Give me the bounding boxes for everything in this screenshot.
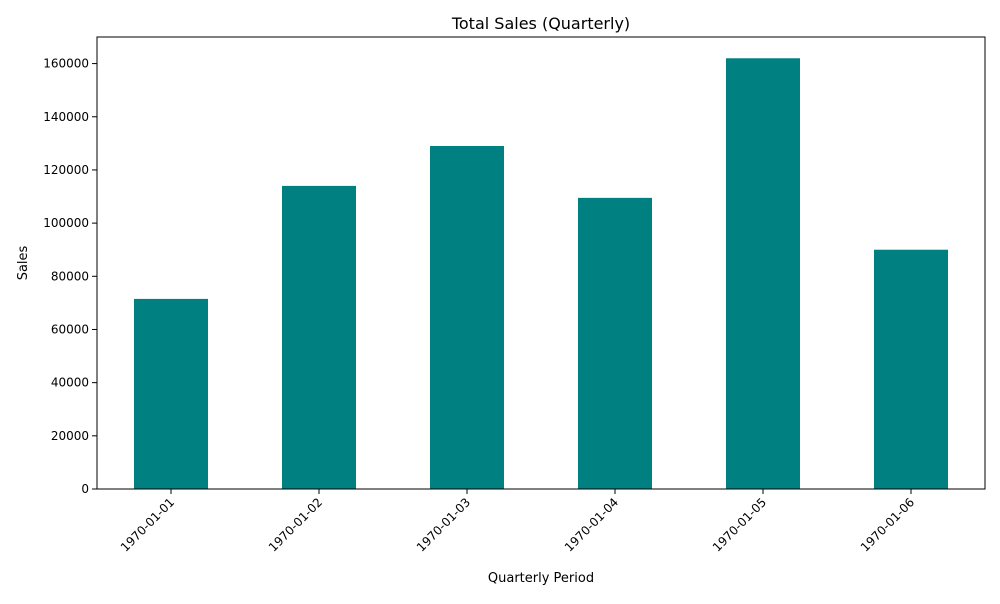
y-tick-label: 60000: [51, 322, 89, 336]
y-axis-label: Sales: [16, 245, 31, 280]
y-tick-label: 80000: [51, 269, 89, 283]
bars-group: [134, 58, 948, 490]
y-tick-label: 120000: [43, 163, 89, 177]
y-tick-label: 160000: [43, 57, 89, 71]
bar-1970-01-05: [726, 58, 800, 489]
x-axis-label: Quarterly Period: [488, 571, 594, 586]
bar-1970-01-06: [874, 249, 948, 489]
bar-1970-01-02: [282, 185, 356, 490]
y-tick-label: 100000: [43, 216, 89, 230]
chart-title: Total Sales (Quarterly): [451, 14, 630, 33]
bar-1970-01-04: [578, 197, 652, 489]
bar-1970-01-03: [430, 146, 504, 489]
y-tick-label: 0: [81, 482, 89, 496]
plot-area-frame: [96, 36, 986, 490]
y-tick-label: 40000: [51, 376, 89, 390]
y-tick-label: 20000: [51, 429, 89, 443]
bar-1970-01-01: [134, 298, 208, 489]
y-axis-ticks: 0 20000 40000 60000 80000 100000 120000 140000 1…: [43, 57, 97, 496]
y-tick-label: 140000: [43, 110, 89, 124]
